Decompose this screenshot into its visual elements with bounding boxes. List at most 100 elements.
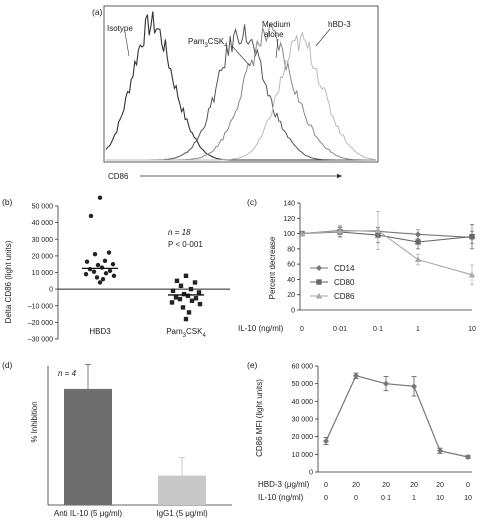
data-point <box>383 380 389 387</box>
pam3csk4-point <box>180 305 186 310</box>
hbd3-row-label: HBD-3 (μg/ml) <box>258 480 310 489</box>
legend-label-CD86: CD86 <box>334 292 355 301</box>
panel-b-p-annotation: P < 0·001 <box>168 240 203 249</box>
legend-marker <box>316 279 322 285</box>
hbd3-point <box>88 213 94 219</box>
pam3csk4-point <box>188 286 194 292</box>
panel-c-line: (c) 0 20 40 60 80 100 120 140 0 0·01 0·1 1 10 CD14 CD… <box>238 197 476 333</box>
pam3csk4-point <box>197 301 203 307</box>
panel-b-y-tick-label: 30 000 <box>32 237 54 244</box>
panel-c-y-tick-label: 140 <box>283 201 295 208</box>
hbd3-point <box>107 268 113 274</box>
pam3csk4-point <box>183 273 189 279</box>
panel-b-y-tick-label: –10 000 <box>28 303 53 310</box>
pam3csk4-point <box>174 278 180 284</box>
hbd3-point <box>92 252 98 257</box>
hbd3-point <box>97 280 103 285</box>
hbd3-point <box>110 261 116 267</box>
panel-e-y-tick-label: 20 000 <box>292 434 314 441</box>
panel-c-x-tick-label: 0 <box>300 326 304 333</box>
il10-row-value: 0 <box>324 495 328 502</box>
panel-e-label: (e) <box>247 360 258 370</box>
panel-c-y-tick-label: 120 <box>283 216 295 223</box>
panel-c-x-tick-label: 10 <box>468 326 476 333</box>
legend-label-CD80: CD80 <box>334 278 355 287</box>
panel-c-x-tick-label: 0·1 <box>373 326 383 333</box>
panel-a-frame <box>103 5 379 163</box>
panel-b-n-annotation: n = 18 <box>168 228 191 237</box>
panel-c-y-tick-label: 80 <box>287 246 295 253</box>
panel-b-scatter: (b) 50 000 40 000 30 000 20 000 10 000 0 –10 0… <box>2 195 230 344</box>
hbd3-row-value: 20 <box>352 482 360 489</box>
pam3csk4-point <box>193 296 199 301</box>
panel-b-y-tick-label: 0 <box>49 287 53 294</box>
cd86-mfi-line <box>325 374 469 458</box>
panel-e-y-tick-label: 40 000 <box>292 399 314 406</box>
histogram-curve-2 <box>106 22 376 161</box>
hbd3-point <box>97 195 103 200</box>
panel-c-x-axis-label: IL-10 (ng/ml) <box>238 324 284 333</box>
hbd3-row-value: 20 <box>382 482 390 489</box>
isotype-label: Isotype <box>107 24 133 33</box>
data-point <box>353 372 359 379</box>
il10-row-label: IL-10 (ng/ml) <box>258 493 304 502</box>
panel-b-category-label: HBD3 <box>89 327 111 336</box>
hbd3-point <box>103 271 109 276</box>
legend-label-CD14: CD14 <box>334 264 355 273</box>
series-marker-CD86 <box>374 227 382 234</box>
hbd3-point <box>100 276 106 282</box>
panel-c-y-tick-label: 60 <box>287 262 295 269</box>
hbd3-point <box>95 262 101 268</box>
hbd3-point <box>87 266 93 272</box>
panel-d-category-label: Anti IL-10 (5 μg/ml) <box>54 509 123 518</box>
panel-d-bar: (d) Anti IL-10 (5 μg/ml) IgG1 (5 μg/ml) %… <box>2 360 232 518</box>
panel-b-y-tick-label: 20 000 <box>32 253 54 260</box>
panel-a-histogram: (a) Isotype Pam3CSK4 Medium alone hBD-3 … <box>92 5 379 181</box>
panel-b-y-tick-label: 50 000 <box>32 204 54 211</box>
panel-e-y-tick-label: 0 <box>309 470 313 477</box>
il10-row-value: 10 <box>464 495 472 502</box>
pam3csk4-point <box>181 291 187 297</box>
hbd3-point <box>84 259 90 264</box>
panel-b-y-tick-label: 10 000 <box>32 270 54 277</box>
legend-marker <box>315 292 323 299</box>
hbd3-row-value: 20 <box>410 482 418 489</box>
panel-c-y-tick-label: 20 <box>287 292 295 299</box>
panel-c-x-tick-label: 0·01 <box>333 326 347 333</box>
panel-e-y-tick-label: 30 000 <box>292 417 314 424</box>
hbd3-point <box>94 275 100 280</box>
hbd3-point <box>111 273 117 279</box>
panel-a-x-arrowhead <box>337 173 342 179</box>
hbd3-pointer <box>315 28 331 47</box>
pam3csk4-point <box>189 298 195 303</box>
hbd3-row-value: 20 <box>436 482 444 489</box>
bar-1 <box>158 475 206 505</box>
hbd3-point <box>102 258 108 264</box>
hbd3-point <box>91 269 97 274</box>
panel-d-n-annotation: n = 4 <box>58 369 77 378</box>
hbd3-row-value: 0 <box>324 482 328 489</box>
panel-d-category-label: IgG1 (5 μg/ml) <box>156 509 208 518</box>
histogram-curve-0 <box>105 11 376 161</box>
pam3csk4-point <box>185 293 191 298</box>
panel-a-x-axis-label: CD86 <box>108 172 129 181</box>
panel-c-y-tick-label: 0 <box>291 308 295 315</box>
pam3csk4-point <box>183 316 189 322</box>
series-marker-CD86 <box>414 256 422 263</box>
il10-row-value: 10 <box>436 495 444 502</box>
medium-alone-label: Medium <box>262 20 291 29</box>
pam3csk4-point <box>196 290 202 295</box>
data-point <box>465 453 471 460</box>
pam3csk4-point <box>186 310 192 315</box>
pam3csk4-point <box>192 280 198 285</box>
data-point <box>411 383 417 390</box>
hbd3-point <box>99 265 105 270</box>
data-point <box>437 447 443 454</box>
isotype-pointer <box>124 31 130 57</box>
series-marker-CD86 <box>336 228 344 234</box>
hbd3-point <box>106 250 112 255</box>
data-point <box>323 438 329 445</box>
histogram-curve-3 <box>106 31 377 161</box>
